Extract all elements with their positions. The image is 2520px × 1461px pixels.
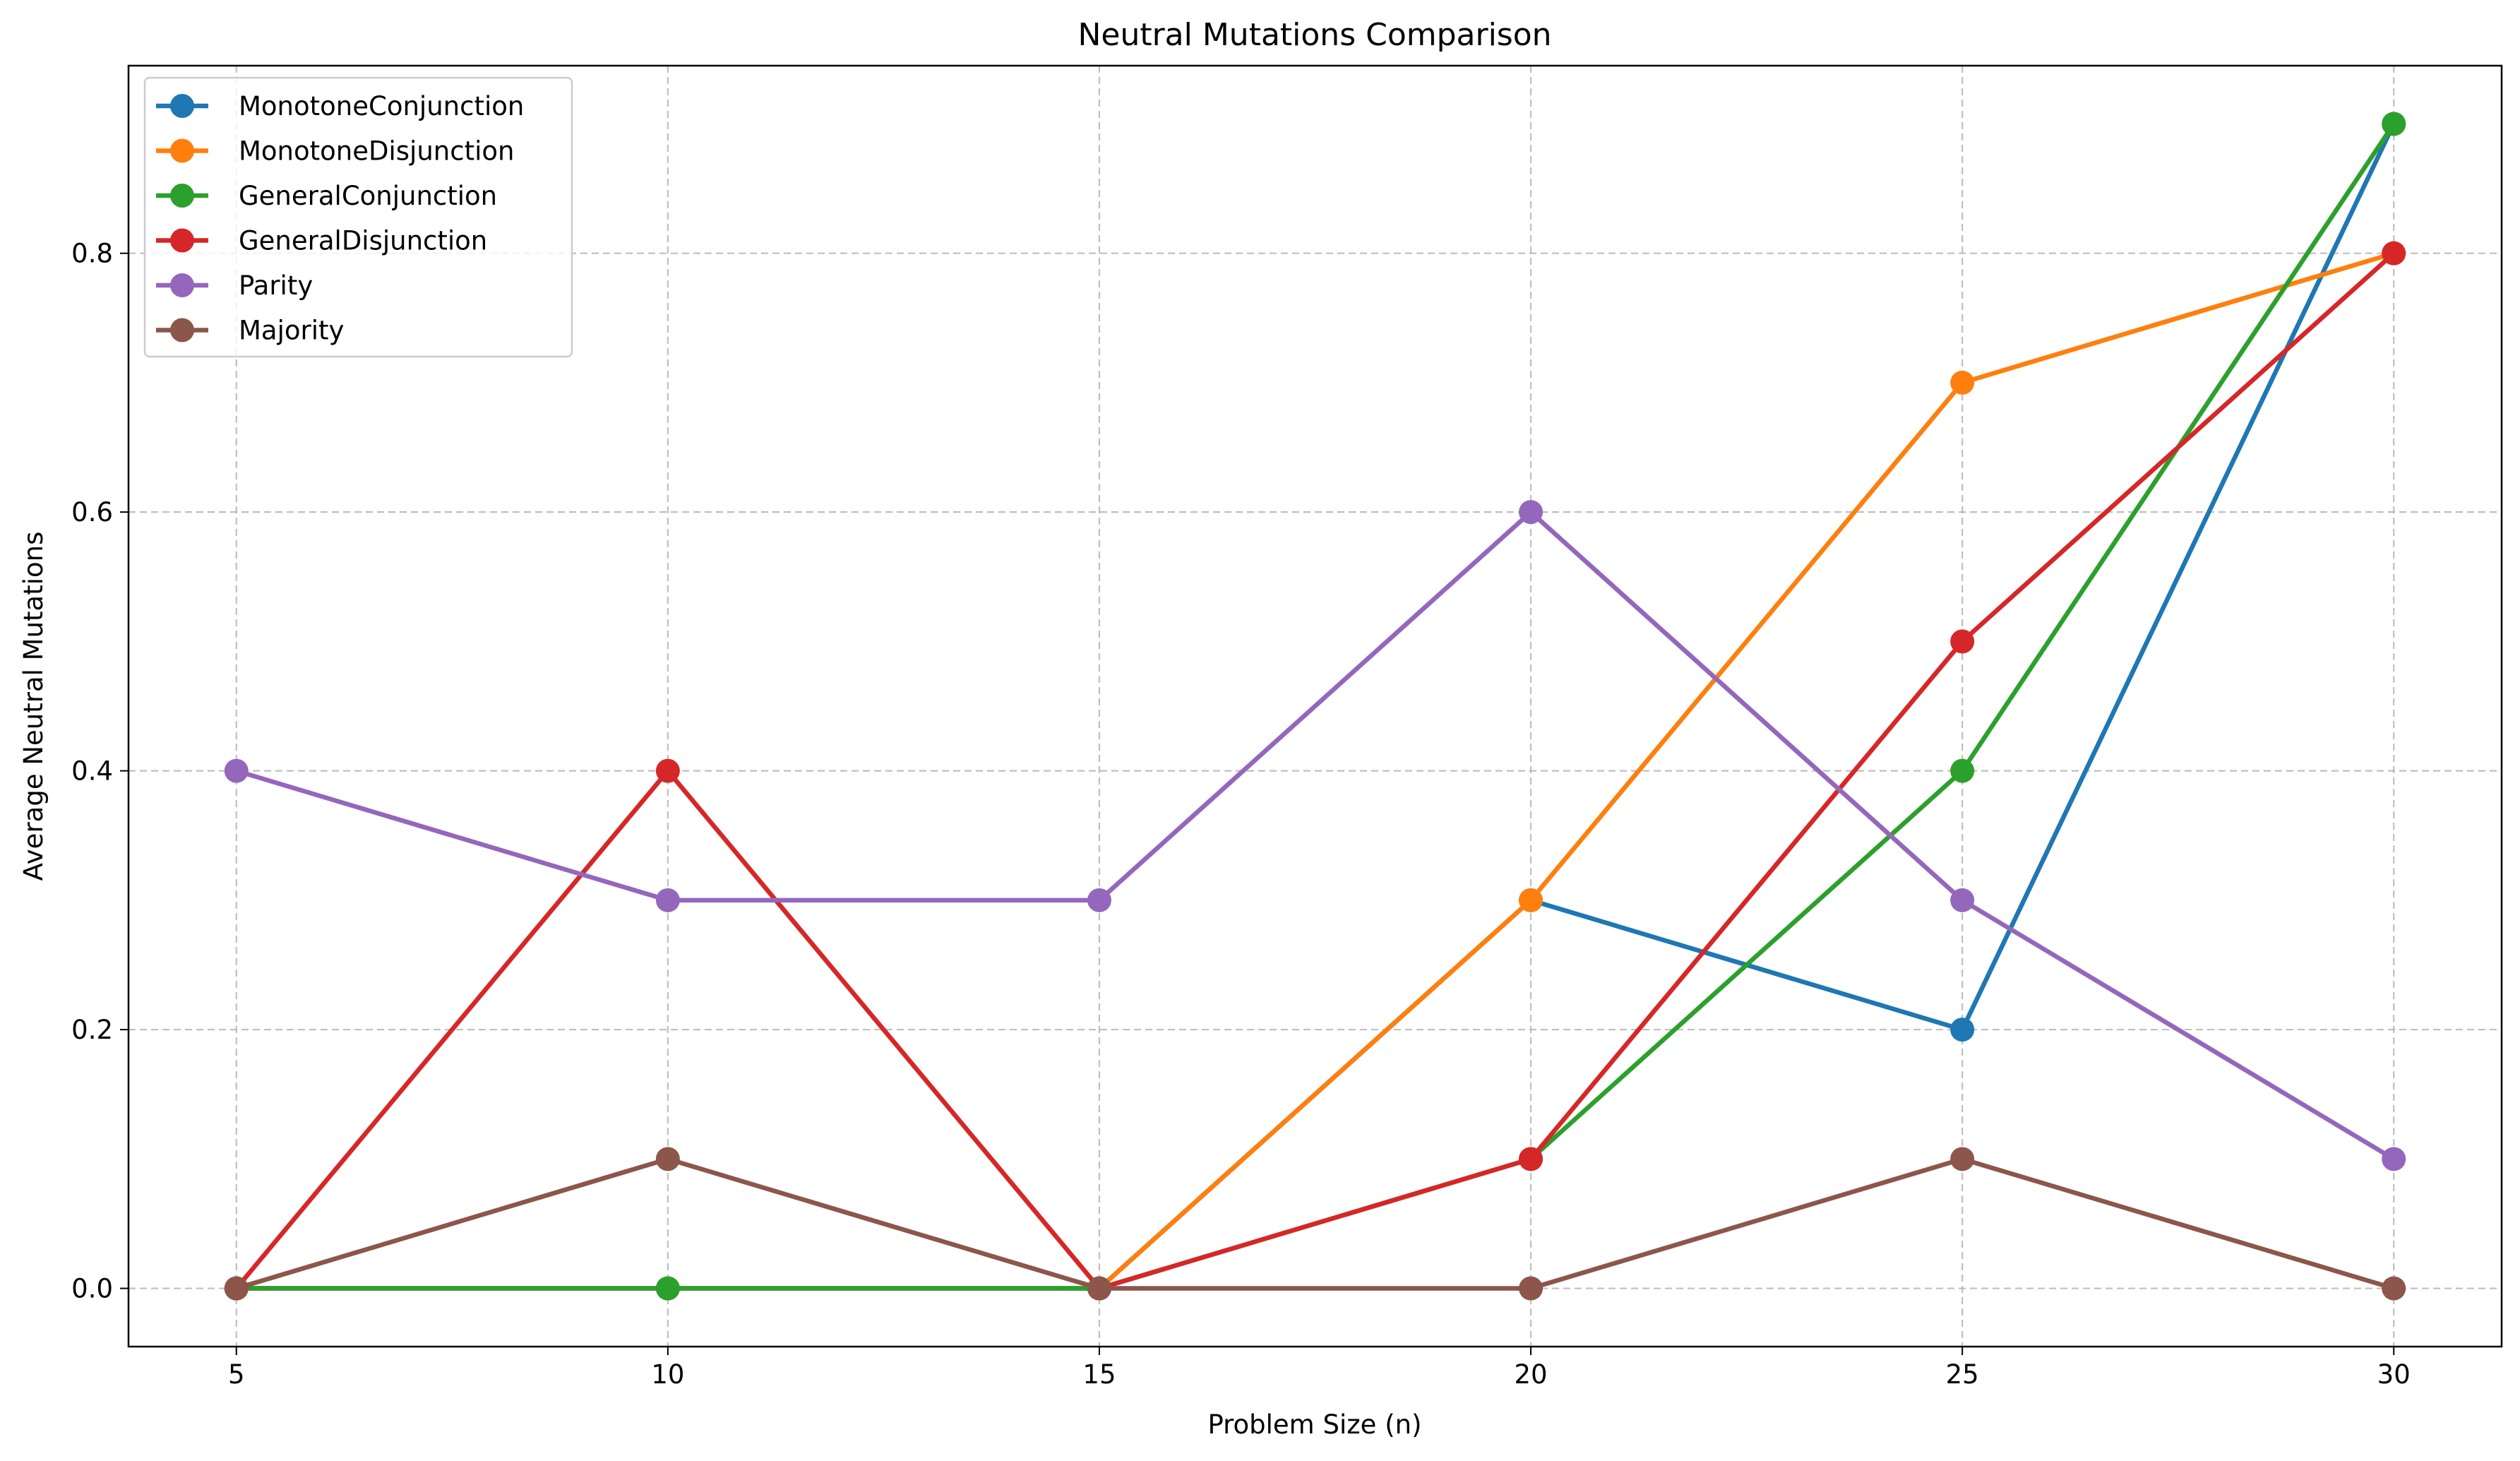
x-tick-label: 15 xyxy=(1082,1359,1116,1390)
x-tick-label: 5 xyxy=(228,1359,245,1390)
series-line xyxy=(233,509,2397,1162)
legend-label: MonotoneDisjunction xyxy=(239,136,514,167)
series-majority xyxy=(224,1147,2406,1301)
legend-swatch-marker xyxy=(170,228,194,253)
legend: MonotoneConjunction MonotoneDisjunction Ge… xyxy=(143,76,573,358)
legend-item: MonotoneConjunction xyxy=(156,91,524,121)
data-point xyxy=(1950,888,1975,912)
y-tick-label: 0.4 xyxy=(71,756,113,787)
chart-title: Neutral Mutations Comparison xyxy=(1077,17,1551,53)
data-point xyxy=(1087,1276,1111,1301)
series-line xyxy=(233,250,2397,1292)
legend-item: Parity xyxy=(156,270,313,301)
legend-label: Parity xyxy=(239,270,313,301)
legend-label: Majority xyxy=(239,316,344,346)
data-point xyxy=(224,1276,249,1301)
y-tick-label: 0.6 xyxy=(71,497,113,527)
y-axis-label: Average Neutral Mutations xyxy=(18,532,49,881)
data-point xyxy=(2382,1276,2406,1301)
series-line xyxy=(233,1157,2397,1292)
data-point xyxy=(1950,1147,1975,1171)
data-point xyxy=(655,1276,680,1301)
legend-swatch-marker xyxy=(170,138,194,163)
legend-swatch-marker xyxy=(170,94,194,118)
series-parity xyxy=(224,500,2406,1171)
data-point xyxy=(655,1147,680,1171)
data-point xyxy=(1519,888,1543,912)
legend-swatch-marker xyxy=(170,184,194,208)
legend-item: MonotoneDisjunction xyxy=(156,136,514,167)
legend-swatch-marker xyxy=(170,273,194,297)
data-point xyxy=(224,758,249,783)
y-tick-label: 0.2 xyxy=(71,1015,113,1045)
legend-item: GeneralConjunction xyxy=(156,181,497,211)
data-point xyxy=(1950,629,1975,654)
data-point xyxy=(1950,370,1975,395)
data-point xyxy=(1950,758,1975,783)
legend-item: GeneralDisjunction xyxy=(156,226,487,256)
data-point xyxy=(2382,241,2406,266)
x-tick-label: 10 xyxy=(651,1359,684,1390)
data-point xyxy=(1519,1276,1543,1301)
legend-label: MonotoneConjunction xyxy=(239,91,524,121)
data-point xyxy=(2382,112,2406,136)
x-tick-label: 30 xyxy=(2377,1359,2411,1390)
data-point xyxy=(1519,500,1543,525)
y-tick-label: 0.0 xyxy=(71,1274,113,1304)
x-tick-label: 20 xyxy=(1514,1359,1547,1390)
data-point xyxy=(655,758,680,783)
legend-swatch-marker xyxy=(170,318,194,342)
legend-box xyxy=(143,76,573,358)
legend-item: Majority xyxy=(156,316,344,346)
x-tick-label: 25 xyxy=(1946,1359,1979,1390)
series-lines xyxy=(224,112,2406,1301)
axis-ticks: 5 10 15 20 25 30 0.0 0.2 0.4 0.6 0.8 xyxy=(71,239,2411,1390)
x-axis-label: Problem Size (n) xyxy=(1207,1409,1421,1440)
legend-label: GeneralDisjunction xyxy=(239,226,487,256)
legend-label: GeneralConjunction xyxy=(239,181,497,211)
data-point xyxy=(2382,1147,2406,1171)
data-point xyxy=(1087,888,1111,912)
data-point xyxy=(655,888,680,912)
data-point xyxy=(1519,1147,1543,1171)
y-tick-label: 0.8 xyxy=(71,239,113,269)
data-point xyxy=(1950,1018,1975,1042)
plot-frame xyxy=(127,64,2503,1348)
